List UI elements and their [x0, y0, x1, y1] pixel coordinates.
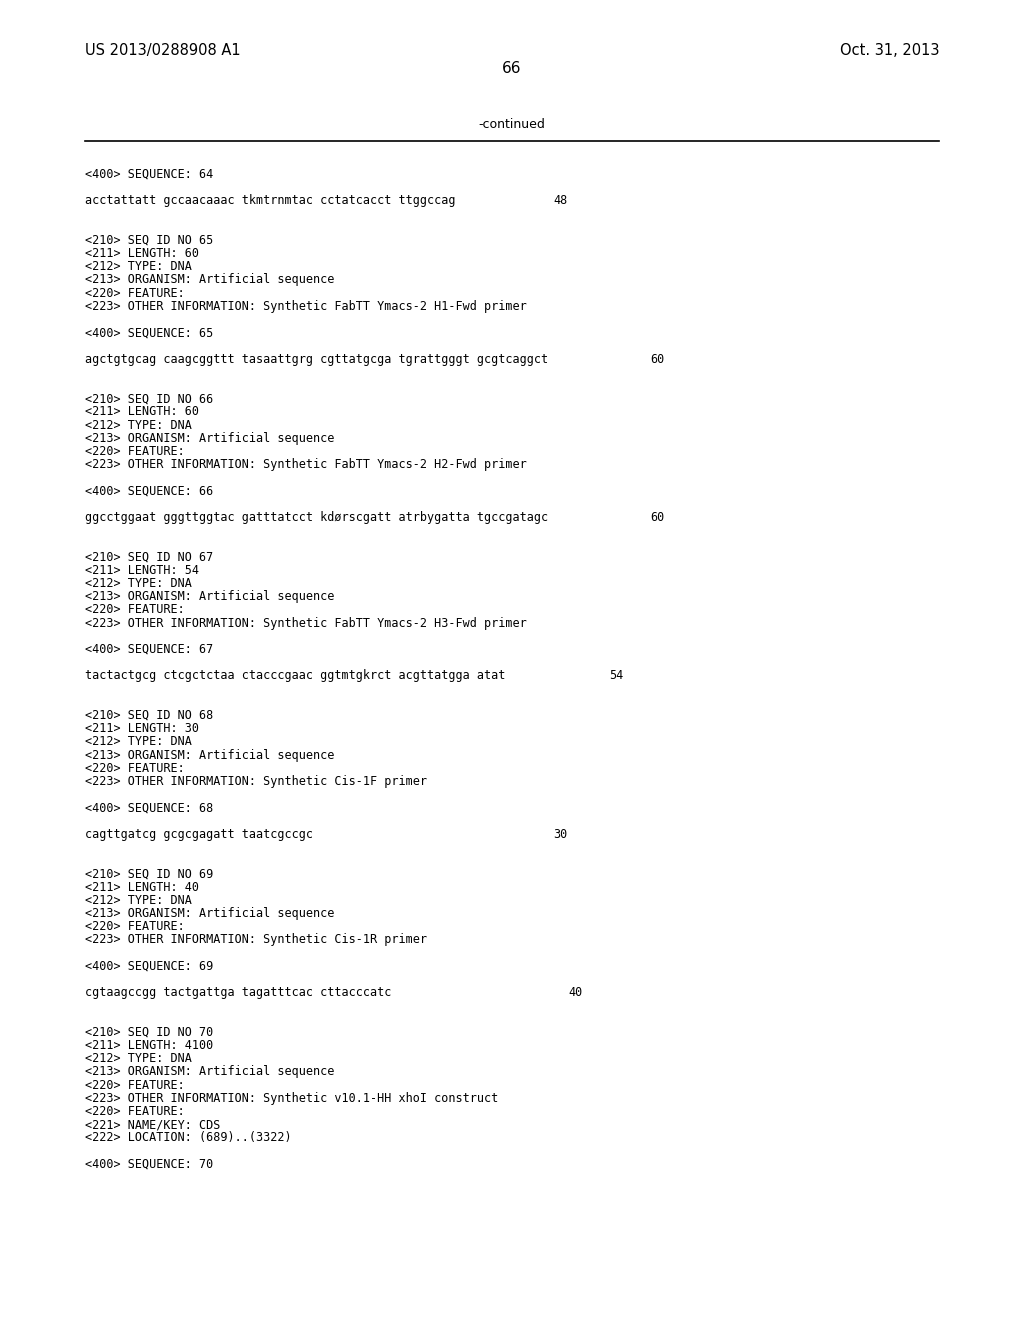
Text: <211> LENGTH: 4100: <211> LENGTH: 4100	[85, 1039, 213, 1052]
Text: <211> LENGTH: 60: <211> LENGTH: 60	[85, 247, 199, 260]
Text: agctgtgcag caagcggttt tasaattgrg cgttatgcga tgrattgggt gcgtcaggct: agctgtgcag caagcggttt tasaattgrg cgttatg…	[85, 352, 548, 366]
Text: <223> OTHER INFORMATION: Synthetic FabTT Ymacs-2 H1-Fwd primer: <223> OTHER INFORMATION: Synthetic FabTT…	[85, 300, 526, 313]
Text: <400> SEQUENCE: 65: <400> SEQUENCE: 65	[85, 326, 213, 339]
Text: <400> SEQUENCE: 66: <400> SEQUENCE: 66	[85, 484, 213, 498]
Text: <212> TYPE: DNA: <212> TYPE: DNA	[85, 894, 191, 907]
Text: cgtaagccgg tactgattga tagatttcac cttacccatc: cgtaagccgg tactgattga tagatttcac cttaccc…	[85, 986, 391, 999]
Text: US 2013/0288908 A1: US 2013/0288908 A1	[85, 42, 241, 58]
Text: <220> FEATURE:: <220> FEATURE:	[85, 762, 184, 775]
Text: <220> FEATURE:: <220> FEATURE:	[85, 1078, 184, 1092]
Text: <223> OTHER INFORMATION: Synthetic v10.1-HH xhoI construct: <223> OTHER INFORMATION: Synthetic v10.1…	[85, 1092, 499, 1105]
Text: ggcctggaat gggttggtac gatttatcct kdørscgatt atrbygatta tgccgatagc: ggcctggaat gggttggtac gatttatcct kdørscg…	[85, 511, 548, 524]
Text: <211> LENGTH: 30: <211> LENGTH: 30	[85, 722, 199, 735]
Text: <210> SEQ ID NO 67: <210> SEQ ID NO 67	[85, 550, 213, 564]
Text: <223> OTHER INFORMATION: Synthetic FabTT Ymacs-2 H2-Fwd primer: <223> OTHER INFORMATION: Synthetic FabTT…	[85, 458, 526, 471]
Text: <213> ORGANISM: Artificial sequence: <213> ORGANISM: Artificial sequence	[85, 1065, 335, 1078]
Text: 30: 30	[553, 828, 567, 841]
Text: <220> FEATURE:: <220> FEATURE:	[85, 286, 184, 300]
Text: <210> SEQ ID NO 70: <210> SEQ ID NO 70	[85, 1026, 213, 1039]
Text: 54: 54	[609, 669, 624, 682]
Text: <220> FEATURE:: <220> FEATURE:	[85, 1105, 184, 1118]
Text: cagttgatcg gcgcgagatt taatcgccgc: cagttgatcg gcgcgagatt taatcgccgc	[85, 828, 313, 841]
Text: <400> SEQUENCE: 67: <400> SEQUENCE: 67	[85, 643, 213, 656]
Text: <212> TYPE: DNA: <212> TYPE: DNA	[85, 1052, 191, 1065]
Text: <213> ORGANISM: Artificial sequence: <213> ORGANISM: Artificial sequence	[85, 590, 335, 603]
Text: <223> OTHER INFORMATION: Synthetic Cis-1F primer: <223> OTHER INFORMATION: Synthetic Cis-1…	[85, 775, 427, 788]
Text: <220> FEATURE:: <220> FEATURE:	[85, 920, 184, 933]
Text: -continued: -continued	[478, 117, 546, 131]
Text: <212> TYPE: DNA: <212> TYPE: DNA	[85, 735, 191, 748]
Text: 48: 48	[553, 194, 567, 207]
Text: <210> SEQ ID NO 69: <210> SEQ ID NO 69	[85, 867, 213, 880]
Text: <213> ORGANISM: Artificial sequence: <213> ORGANISM: Artificial sequence	[85, 273, 335, 286]
Text: <212> TYPE: DNA: <212> TYPE: DNA	[85, 577, 191, 590]
Text: <220> FEATURE:: <220> FEATURE:	[85, 603, 184, 616]
Text: <210> SEQ ID NO 68: <210> SEQ ID NO 68	[85, 709, 213, 722]
Text: 60: 60	[650, 352, 665, 366]
Text: <400> SEQUENCE: 68: <400> SEQUENCE: 68	[85, 801, 213, 814]
Text: <213> ORGANISM: Artificial sequence: <213> ORGANISM: Artificial sequence	[85, 748, 335, 762]
Text: acctattatt gccaacaaac tkmtrnmtac cctatcacct ttggccag: acctattatt gccaacaaac tkmtrnmtac cctatca…	[85, 194, 456, 207]
Text: <220> FEATURE:: <220> FEATURE:	[85, 445, 184, 458]
Text: <210> SEQ ID NO 66: <210> SEQ ID NO 66	[85, 392, 213, 405]
Text: <223> OTHER INFORMATION: Synthetic Cis-1R primer: <223> OTHER INFORMATION: Synthetic Cis-1…	[85, 933, 427, 946]
Text: Oct. 31, 2013: Oct. 31, 2013	[840, 42, 939, 58]
Text: <213> ORGANISM: Artificial sequence: <213> ORGANISM: Artificial sequence	[85, 907, 335, 920]
Text: <212> TYPE: DNA: <212> TYPE: DNA	[85, 260, 191, 273]
Text: <210> SEQ ID NO 65: <210> SEQ ID NO 65	[85, 234, 213, 247]
Text: <222> LOCATION: (689)..(3322): <222> LOCATION: (689)..(3322)	[85, 1131, 292, 1144]
Text: <400> SEQUENCE: 69: <400> SEQUENCE: 69	[85, 960, 213, 973]
Text: 60: 60	[650, 511, 665, 524]
Text: <213> ORGANISM: Artificial sequence: <213> ORGANISM: Artificial sequence	[85, 432, 335, 445]
Text: 40: 40	[568, 986, 583, 999]
Text: tactactgcg ctcgctctaa ctacccgaac ggtmtgkrct acgttatgga atat: tactactgcg ctcgctctaa ctacccgaac ggtmtgk…	[85, 669, 506, 682]
Text: <221> NAME/KEY: CDS: <221> NAME/KEY: CDS	[85, 1118, 220, 1131]
Text: <400> SEQUENCE: 70: <400> SEQUENCE: 70	[85, 1158, 213, 1171]
Text: <211> LENGTH: 40: <211> LENGTH: 40	[85, 880, 199, 894]
Text: 66: 66	[502, 61, 522, 77]
Text: <400> SEQUENCE: 64: <400> SEQUENCE: 64	[85, 168, 213, 181]
Text: <223> OTHER INFORMATION: Synthetic FabTT Ymacs-2 H3-Fwd primer: <223> OTHER INFORMATION: Synthetic FabTT…	[85, 616, 526, 630]
Text: <212> TYPE: DNA: <212> TYPE: DNA	[85, 418, 191, 432]
Text: <211> LENGTH: 54: <211> LENGTH: 54	[85, 564, 199, 577]
Text: <211> LENGTH: 60: <211> LENGTH: 60	[85, 405, 199, 418]
